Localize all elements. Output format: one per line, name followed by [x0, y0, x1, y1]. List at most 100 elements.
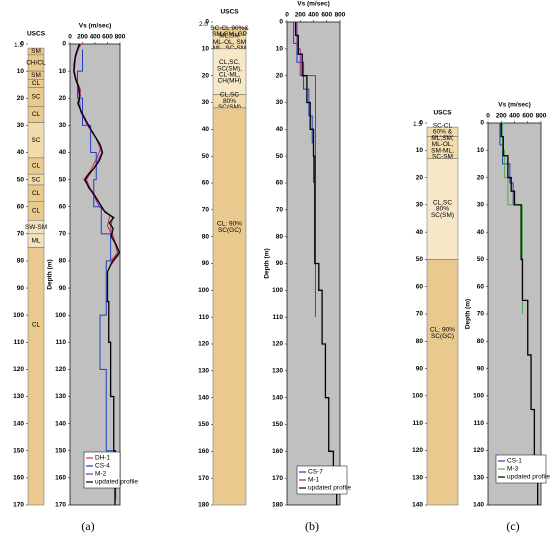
y-axis-title: Depth (m) [264, 248, 271, 278]
uscs-depth-label: 140 [412, 502, 423, 509]
uscs-depth-label: 130 [198, 368, 209, 375]
y-tick-label: 70 [477, 311, 485, 318]
uscs-depth-label: 20 [17, 95, 25, 102]
y-tick-label: 20 [477, 174, 485, 181]
uscs-depth-label: 30 [416, 202, 424, 209]
soil-label: SM-ML, [431, 147, 454, 154]
x-tick-label: 0 [68, 34, 72, 41]
uscs-depth-label: 50 [202, 153, 210, 160]
legend-label: updated profile [507, 474, 550, 481]
soil-label: SM [31, 48, 41, 55]
soil-label: ML,SM [219, 33, 240, 40]
soil-label: 80% [223, 98, 236, 105]
y-tick-label: 30 [59, 122, 67, 129]
y-tick-label: 160 [272, 448, 283, 455]
uscs-depth-label: 0 [205, 19, 209, 26]
soil-label: SC-CL [433, 122, 453, 129]
uscs-depth-label: 50 [17, 176, 25, 183]
uscs-depth-label: 70 [416, 311, 424, 318]
y-tick-label: 30 [276, 99, 284, 106]
uscs-depth-label: 100 [13, 312, 24, 319]
y-tick-label: 160 [55, 475, 66, 482]
y-tick-label: 110 [273, 314, 284, 321]
uscs-depth-label: 140 [198, 394, 209, 401]
uscs-depth-label: 110 [14, 339, 25, 346]
soil-label: CH/CL [26, 60, 46, 67]
soil-label: ML [31, 237, 40, 244]
uscs-depth-label: 140 [13, 420, 24, 427]
soil-label: SC(SM), [217, 65, 242, 72]
y-tick-label: 80 [59, 258, 67, 265]
x-tick-label: 800 [115, 34, 126, 41]
uscs-depth-label: 130 [412, 474, 423, 481]
soil-label: CL [32, 80, 41, 87]
uscs-depth-label: 0 [419, 120, 423, 127]
legend-label: DH-1 [95, 455, 111, 462]
uscs-depth-label: 60 [202, 180, 210, 187]
soil-label: CH(MH) [218, 78, 242, 85]
y-tick-label: 70 [276, 207, 284, 214]
y-tick-label: 50 [477, 256, 485, 263]
uscs-depth-label: 110 [199, 314, 210, 321]
uscs-depth-label: 30 [17, 122, 25, 129]
y-tick-label: 50 [59, 176, 67, 183]
soil-label: CL-ML, [219, 71, 241, 78]
soil-label: CL,SC, [219, 59, 240, 66]
y-tick-label: 170 [55, 502, 66, 509]
y-tick-label: 0 [279, 19, 283, 26]
y-tick-label: 120 [55, 366, 66, 373]
soil-label: 80% [436, 206, 449, 213]
soil-label: SC [31, 137, 40, 144]
uscs-depth-label: 60 [17, 203, 25, 210]
y-tick-label: 0 [480, 120, 484, 127]
plot-area [286, 21, 341, 506]
soil-label: ML-OL, [432, 141, 454, 148]
uscs-depth-label: 60 [416, 283, 424, 290]
soil-label: 60% & [433, 129, 453, 136]
uscs-depth-label: 120 [13, 366, 24, 373]
uscs-title: USCS [433, 110, 452, 117]
soil-label: SW-SM [25, 224, 47, 231]
uscs-depth-label: 10 [202, 46, 210, 53]
soil-label: SC(SM) [431, 212, 454, 219]
panel-label: (a) [81, 519, 94, 533]
soil-label: CL [32, 111, 41, 118]
y-tick-label: 100 [55, 312, 66, 319]
x-tick-label: 0 [486, 113, 490, 120]
soil-label: SC [31, 94, 40, 101]
uscs-title: USCS [220, 9, 239, 16]
uscs-top-label: 1.5 [413, 121, 422, 128]
y-tick-label: 30 [477, 202, 485, 209]
uscs-depth-label: 160 [198, 448, 209, 455]
soil-layer [27, 247, 45, 506]
uscs-depth-label: 90 [17, 285, 25, 292]
y-tick-label: 10 [477, 147, 485, 154]
x-tick-label: 200 [496, 113, 507, 120]
y-axis-title: Depth (m) [47, 259, 54, 289]
soil-label: CL,SC [220, 92, 239, 99]
uscs-depth-label: 80 [202, 233, 210, 240]
profile-line [500, 123, 539, 505]
y-tick-label: 110 [474, 420, 485, 427]
y-axis-title: Depth (m) [465, 299, 472, 329]
x-tick-label: 800 [536, 113, 547, 120]
y-tick-label: 100 [272, 287, 283, 294]
uscs-depth-label: 80 [416, 338, 424, 345]
profile-line [77, 49, 117, 500]
y-tick-label: 40 [276, 126, 284, 133]
soil-label: SM [31, 72, 41, 79]
uscs-depth-label: 160 [13, 475, 24, 482]
profile-line [499, 123, 514, 205]
x-tick-label: 400 [90, 34, 101, 41]
uscs-depth-label: 40 [17, 149, 25, 156]
uscs-depth-label: 120 [198, 341, 209, 348]
x-tick-label: 600 [522, 113, 533, 120]
uscs-depth-label: 20 [416, 174, 424, 181]
soil-label: CL [32, 163, 41, 170]
uscs-depth-label: 40 [416, 229, 424, 236]
y-tick-label: 140 [473, 502, 484, 509]
y-tick-label: 90 [477, 365, 485, 372]
y-tick-label: 130 [55, 393, 66, 400]
